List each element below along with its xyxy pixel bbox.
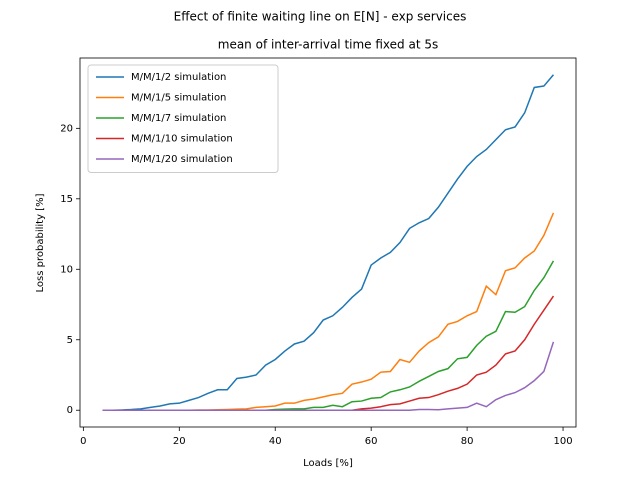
x-tick-label: 20 — [173, 436, 186, 447]
series-line — [102, 74, 555, 411]
x-tick-label: 60 — [365, 436, 378, 447]
y-tick-label: 20 — [60, 123, 73, 134]
plot-frame — [79, 57, 577, 428]
legend-label: M/M/1/20 simulation — [131, 154, 233, 165]
series-line — [102, 341, 555, 411]
y-tick-label: 0 — [67, 405, 73, 416]
legend-label: M/M/1/5 simulation — [131, 93, 226, 104]
y-tick-label: 15 — [60, 194, 73, 205]
x-tick-label: 100 — [554, 436, 573, 447]
suptitle: Effect of finite waiting line on E[N] - … — [174, 10, 467, 24]
y-tick-label: 5 — [67, 335, 73, 346]
y-axis-label: Loss probability [%] — [35, 193, 46, 292]
legend-label: M/M/1/2 simulation — [131, 72, 226, 83]
legend-box — [87, 64, 279, 173]
legend-label: M/M/1/7 simulation — [131, 113, 226, 124]
chart-title: mean of inter-arrival time fixed at 5s — [218, 38, 439, 52]
x-tick-label: 40 — [269, 436, 282, 447]
x-tick-label: 0 — [80, 436, 86, 447]
y-tick-label: 10 — [60, 264, 73, 275]
x-axis-label: Loads [%] — [303, 458, 353, 469]
x-tick-label: 80 — [461, 436, 474, 447]
legend-label: M/M/1/10 simulation — [131, 134, 233, 145]
